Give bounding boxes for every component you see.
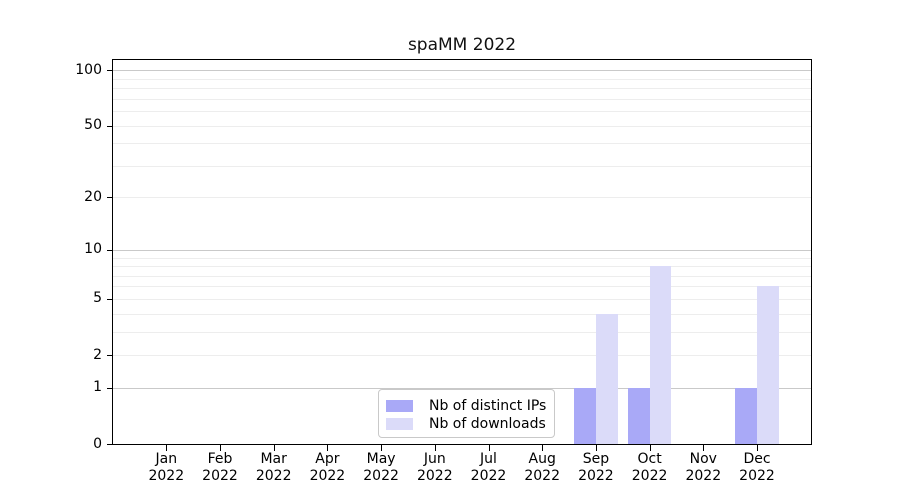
bar-dec-2022-nb-of-downloads — [757, 286, 779, 444]
legend-item-nb-of-downloads: Nb of downloads — [379, 415, 554, 433]
x-tick-label-month: Sep — [582, 451, 610, 467]
gridline-minor-3 — [113, 331, 811, 333]
gridline-minor-80 — [113, 88, 811, 89]
x-tick-label-month: Mar — [260, 451, 287, 467]
x-tick-mark-sep-2022 — [595, 445, 597, 451]
x-tick-label-year: 2022 — [470, 468, 507, 484]
x-tick-label-year: 2022 — [739, 468, 775, 484]
x-tick-label-year: 2022 — [255, 468, 292, 484]
x-tick-mark-nov-2022 — [703, 445, 705, 451]
x-tick-label-month: Nov — [689, 451, 717, 467]
bar-dec-2022-nb-of-distinct-ips — [735, 387, 757, 444]
x-tick-label-year: 2022 — [524, 468, 560, 484]
gridline-minor-30 — [113, 165, 811, 167]
x-tick-mark-jun-2022 — [434, 445, 436, 451]
y-tick-label-5: 5 — [93, 290, 102, 307]
x-tick-label-jan-2022: Jan 2022 — [126, 451, 206, 485]
x-tick-label-year: 2022 — [631, 468, 668, 484]
bar-sep-2022-nb-of-distinct-ips — [574, 387, 596, 444]
legend-item-nb-of-distinct-ips: Nb of distinct IPs — [379, 397, 554, 415]
x-tick-label-year: 2022 — [363, 468, 399, 484]
gridline-minor-60 — [113, 111, 811, 112]
x-tick-label-nov-2022: Nov 2022 — [663, 451, 743, 485]
plot-area — [112, 59, 812, 445]
legend-label-nb-of-distinct-ips: Nb of distinct IPs — [429, 398, 547, 414]
y-tick-label-2: 2 — [93, 346, 102, 363]
y-tick-mark-1 — [107, 387, 113, 389]
y-tick-mark-2 — [107, 355, 113, 356]
x-tick-label-month: Jun — [423, 451, 446, 467]
x-tick-label-year: 2022 — [416, 468, 453, 484]
y-tick-mark-5 — [107, 298, 113, 300]
x-tick-label-year: 2022 — [309, 468, 346, 484]
x-tick-label-year: 2022 — [148, 468, 185, 484]
y-tick-mark-0 — [107, 444, 113, 445]
x-tick-label-month: Aug — [528, 451, 556, 467]
gridline-minor-9 — [113, 257, 811, 259]
chart-title: spaMM 2022 — [407, 35, 517, 55]
y-tick-mark-10 — [107, 249, 113, 251]
y-tick-mark-100 — [107, 70, 113, 72]
x-tick-label-year: 2022 — [578, 468, 614, 484]
legend: Nb of distinct IPs Nb of downloads — [378, 389, 555, 438]
x-tick-mark-mar-2022 — [273, 445, 275, 451]
x-tick-mark-apr-2022 — [327, 445, 329, 451]
gridline-minor-70 — [113, 98, 811, 100]
gridline-minor-5 — [113, 298, 811, 300]
legend-swatch-nb-of-distinct-ips — [386, 400, 413, 412]
y-tick-label-50: 50 — [84, 117, 102, 133]
gridline-minor-4 — [113, 313, 811, 315]
x-tick-mark-aug-2022 — [542, 445, 544, 451]
gridline-major-10 — [113, 249, 811, 251]
gridline-minor-7 — [113, 275, 811, 277]
x-tick-label-month: May — [366, 451, 396, 467]
y-tick-label-1: 1 — [93, 379, 102, 396]
x-tick-mark-oct-2022 — [649, 445, 651, 451]
x-tick-label-feb-2022: Feb 2022 — [180, 451, 260, 485]
gridline-minor-50 — [113, 125, 811, 127]
gridline-minor-8 — [113, 266, 811, 267]
x-tick-label-mar-2022: Mar 2022 — [234, 451, 314, 485]
gridline-minor-90 — [113, 78, 811, 80]
x-tick-label-oct-2022: Oct 2022 — [610, 451, 690, 485]
x-tick-label-aug-2022: Aug 2022 — [502, 451, 582, 485]
y-tick-mark-20 — [107, 197, 113, 199]
gridline-major-100 — [113, 70, 811, 72]
y-tick-label-0: 0 — [93, 435, 102, 452]
gridline-minor-6 — [113, 286, 811, 288]
gridline-minor-40 — [113, 143, 811, 145]
x-tick-label-apr-2022: Apr 2022 — [287, 451, 367, 485]
gridline-minor-20 — [113, 197, 811, 199]
x-tick-label-jul-2022: Jul 2022 — [449, 451, 529, 485]
x-tick-label-month: Apr — [315, 451, 340, 467]
bar-sep-2022-nb-of-downloads — [595, 313, 618, 444]
x-tick-label-month: Oct — [637, 451, 662, 467]
y-tick-label-100: 100 — [75, 61, 102, 78]
x-tick-label-jun-2022: Jun 2022 — [395, 451, 475, 485]
x-tick-label-month: Dec — [743, 451, 771, 467]
gridline-minor-2 — [113, 355, 811, 356]
x-tick-label-month: Jul — [480, 451, 497, 467]
x-tick-mark-feb-2022 — [220, 445, 221, 451]
bar-oct-2022-nb-of-downloads — [649, 266, 672, 444]
y-tick-label-20: 20 — [84, 188, 102, 205]
x-tick-label-month: Feb — [207, 451, 233, 467]
x-tick-mark-jul-2022 — [488, 445, 490, 451]
x-tick-label-dec-2022: Dec 2022 — [717, 451, 797, 485]
x-tick-mark-dec-2022 — [757, 445, 758, 451]
legend-swatch-nb-of-downloads — [386, 418, 413, 430]
x-tick-label-year: 2022 — [685, 468, 722, 484]
x-tick-mark-jan-2022 — [166, 445, 168, 451]
x-tick-mark-may-2022 — [381, 445, 383, 451]
x-tick-label-year: 2022 — [202, 468, 238, 484]
gridline-major-1 — [113, 387, 811, 389]
legend-label-nb-of-downloads: Nb of downloads — [429, 416, 546, 432]
y-tick-label-10: 10 — [84, 241, 102, 258]
bar-oct-2022-nb-of-distinct-ips — [627, 387, 650, 444]
y-tick-mark-50 — [107, 125, 113, 127]
x-tick-label-sep-2022: Sep 2022 — [556, 451, 636, 485]
x-tick-label-may-2022: May 2022 — [341, 451, 421, 485]
x-tick-label-month: Jan — [155, 451, 178, 467]
